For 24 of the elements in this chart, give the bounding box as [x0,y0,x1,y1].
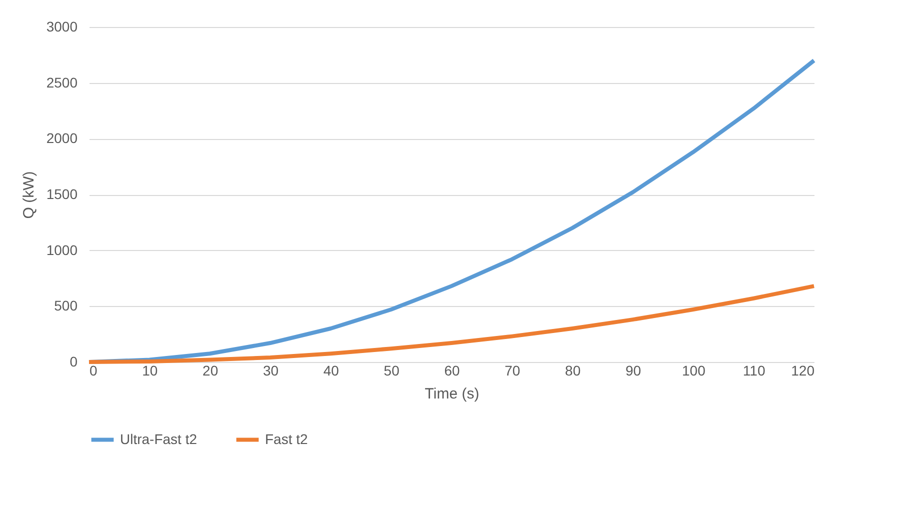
x-tick-label: 20 [202,362,218,378]
x-tick-label: 90 [625,362,642,378]
y-tick-label: 2000 [46,130,78,146]
legend-label: Ultra-Fast t2 [120,430,198,447]
y-axis-title: Q (kW) [20,171,38,219]
x-tick-label: 100 [682,362,706,378]
x-tick-label: 80 [565,362,581,378]
y-tick-label: 2500 [46,74,78,90]
y-tick-label: 1500 [46,186,78,202]
x-tick-label: 10 [142,362,158,378]
x-tick-label: 40 [323,362,340,378]
x-tick-label: 60 [444,362,460,378]
y-tick-label: 500 [54,298,78,314]
x-axis-title: Time (s) [424,386,480,402]
x-tick-label: 70 [504,362,520,378]
x-tick-label: 30 [262,362,279,378]
x-tick-label: 120 [791,362,815,378]
y-tick-label: 3000 [46,18,78,34]
legend-label: Fast t2 [265,430,308,447]
x-tick-label: 110 [742,362,766,378]
line-series [87,284,816,364]
x-tick-label: 0 [90,362,98,378]
y-tick-label: 1000 [46,242,78,258]
x-tick-label: 50 [384,362,400,378]
